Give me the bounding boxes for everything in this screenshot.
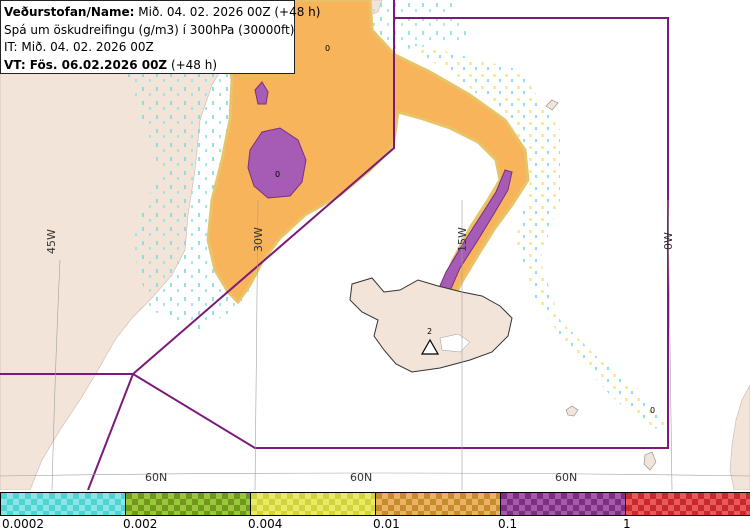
legend-swatch-4 bbox=[375, 492, 501, 516]
valid-time-label: VT: Fös. 06.02.2026 00Z bbox=[4, 57, 168, 72]
lon-label-0w: 0W bbox=[662, 232, 675, 250]
legend-swatch-6 bbox=[625, 492, 750, 516]
legend-swatch-3 bbox=[250, 492, 376, 516]
ash-field-low-east bbox=[400, 40, 668, 430]
ash-core-greenland bbox=[247, 127, 307, 199]
graticule bbox=[0, 199, 750, 490]
fir-boundary-southwest bbox=[87, 373, 134, 490]
jan-mayen bbox=[545, 99, 559, 111]
legend-tick-1: 0.0002 bbox=[2, 517, 44, 531]
fir-boundary-line bbox=[131, 0, 669, 449]
forecast-info-box: Veðurstofan/Name: Mið. 04. 02. 2026 00Z … bbox=[0, 0, 320, 75]
lon-label-15w: 15W bbox=[456, 227, 469, 252]
iceland-land bbox=[349, 277, 513, 373]
legend-tick-3: 0.004 bbox=[248, 517, 283, 531]
issue-time: Mið. 04. 02. 2026 00Z (+48 h) bbox=[134, 5, 321, 19]
issuer-label: Veðurstofan/Name: bbox=[4, 5, 135, 19]
legend-swatch-1 bbox=[0, 492, 126, 516]
legend-swatch-2 bbox=[125, 492, 251, 516]
header-line-3: IT: Mið. 04. 02. 2026 00Z bbox=[4, 40, 154, 54]
faroe-islands bbox=[565, 405, 579, 417]
legend-tick-2: 0.002 bbox=[123, 517, 158, 531]
lat-label-60n-b: 60N bbox=[350, 471, 372, 484]
header-line-2: Spá um öskudreifingu (g/m3) í 300hPa (30… bbox=[4, 22, 295, 37]
ash-forecast-map: 45W 30W 15W 0W 60N 60N 60N 0 0 2 0 bbox=[0, 0, 750, 490]
valid-time-offset: (+48 h) bbox=[167, 57, 218, 72]
contour-label-greenland-top: 0 bbox=[325, 44, 330, 53]
contour-label-greenland-core: 0 bbox=[275, 170, 280, 179]
contour-label-southeast-tail: 0 bbox=[650, 406, 655, 415]
norway-land bbox=[729, 384, 750, 490]
header-line-1: Veðurstofan/Name: Mið. 04. 02. 2026 00Z … bbox=[4, 4, 320, 22]
legend-tick-4: 0.01 bbox=[373, 517, 400, 531]
contour-label-iceland-source: 2 bbox=[427, 327, 432, 336]
shetland-islands bbox=[643, 451, 657, 471]
lat-label-60n-a: 60N bbox=[145, 471, 167, 484]
iceland-glacier bbox=[439, 333, 471, 353]
header-line-4: VT: Fös. 06.02.2026 00Z (+48 h) bbox=[4, 57, 294, 75]
ash-core-north bbox=[254, 81, 269, 105]
legend-swatch-5 bbox=[500, 492, 626, 516]
lon-label-45w: 45W bbox=[45, 229, 58, 254]
lat-label-60n-c: 60N bbox=[555, 471, 577, 484]
concentration-legend: 0.0002 0.002 0.004 0.01 0.1 1 bbox=[0, 490, 750, 532]
lon-label-30w: 30W bbox=[252, 227, 265, 252]
legend-tick-5: 0.1 bbox=[498, 517, 518, 531]
volcano-marker-icon bbox=[420, 338, 440, 355]
legend-tick-6: 1 bbox=[623, 517, 631, 531]
